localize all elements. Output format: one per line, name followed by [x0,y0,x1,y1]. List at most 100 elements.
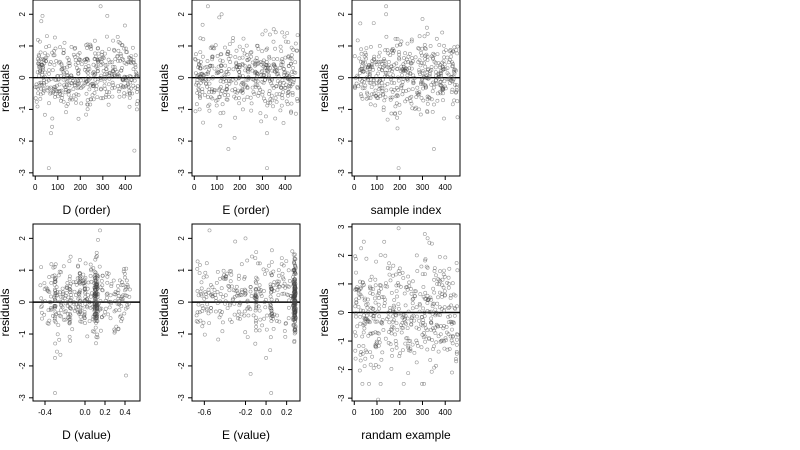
data-point [358,68,362,72]
data-point [47,68,51,73]
data-point [363,50,368,55]
data-point [263,305,268,310]
data-point [441,326,446,331]
data-point [295,99,300,103]
data-point [455,115,460,120]
data-point [112,65,117,69]
data-point [206,70,211,75]
data-point [202,332,207,337]
data-point [284,82,289,87]
data-point [94,287,99,292]
data-point [358,321,363,326]
data-point [87,319,92,324]
data-point [74,293,78,298]
data-point [286,284,291,289]
data-point [438,339,443,344]
data-point [77,68,81,72]
data-point [369,85,374,90]
data-point [423,290,428,295]
data-point [120,316,125,321]
data-point [454,337,459,342]
data-point [127,104,132,109]
data-point [212,46,217,51]
data-point [260,32,265,37]
data-point [240,107,245,112]
data-point [220,88,225,93]
data-point [220,329,225,334]
y-tick-label: -3 [18,169,27,177]
data-point [358,308,363,313]
data-point [68,283,73,288]
data-point [238,292,243,297]
data-point [292,78,297,83]
data-point [263,28,268,33]
data-point [442,346,447,351]
data-point [377,306,382,311]
data-point [269,391,274,395]
data-point [82,316,87,321]
data-point [52,63,57,67]
data-point [218,292,223,296]
data-point [96,46,101,51]
data-point [397,311,402,316]
data-point [419,345,424,350]
data-point [405,326,410,331]
data-point [429,321,434,326]
data-point [277,279,281,284]
data-point [406,344,411,348]
data-point [240,88,245,93]
data-point [98,4,103,9]
data-point [255,43,259,48]
data-point [382,57,387,62]
data-point [429,65,434,69]
data-point [362,69,366,74]
data-point [357,368,362,373]
data-point [388,77,393,82]
x-axis-label: E (value) [222,428,270,442]
data-point [400,315,405,320]
data-point [367,63,371,68]
data-point [399,84,404,88]
x-tick-label: 200 [393,408,407,417]
data-point [437,83,442,87]
data-point [88,273,93,278]
data-point [410,279,415,284]
data-point [105,270,109,275]
data-point [290,249,295,254]
data-point [369,274,374,279]
data-point [131,60,135,64]
data-point [397,266,402,271]
data-point [366,309,371,314]
data-point [258,87,263,92]
data-point [46,78,51,83]
data-point [71,300,76,305]
data-point [240,62,245,66]
data-point [381,105,386,110]
data-point [373,283,378,288]
data-point [254,304,259,309]
data-point [271,57,276,62]
data-point [245,53,250,57]
data-point [423,272,427,277]
data-point [373,88,378,93]
data-point [203,290,208,295]
data-point [420,381,424,386]
x-tick-label: 300 [416,408,430,417]
data-point [230,298,235,302]
data-point [427,96,432,101]
data-point [376,71,381,76]
data-point [116,89,121,94]
data-point [452,82,457,87]
data-point [36,38,40,42]
data-point [401,314,406,319]
data-point [401,56,406,60]
data-point [93,71,97,76]
data-point [73,58,78,63]
data-point [440,283,445,288]
data-point [352,85,357,89]
data-point [400,82,405,87]
data-point [396,50,401,54]
data-point [419,264,424,269]
data-point [438,83,443,88]
data-point [264,327,269,332]
